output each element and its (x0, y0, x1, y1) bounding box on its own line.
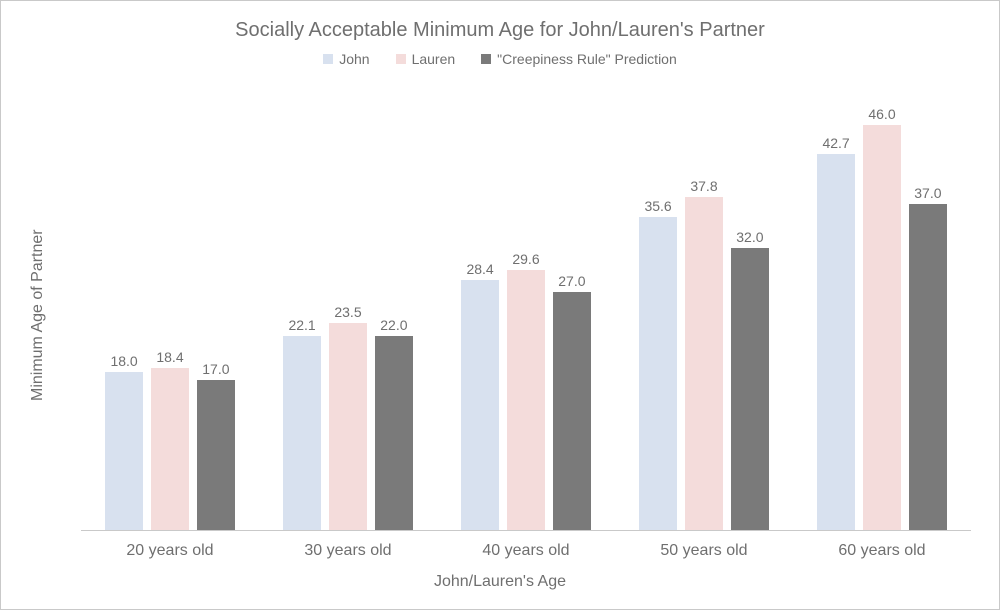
bar-value-label: 29.6 (507, 251, 545, 270)
bar: 22.0 (375, 336, 413, 530)
legend-label: "Creepiness Rule" Prediction (497, 51, 677, 67)
bar: 46.0 (863, 125, 901, 530)
bar-value-label: 28.4 (461, 261, 499, 280)
bar-group: 28.429.627.040 years old (437, 91, 615, 530)
bar: 29.6 (507, 270, 545, 530)
bar: 18.0 (105, 372, 143, 530)
bar: 22.1 (283, 336, 321, 530)
chart-container: Socially Acceptable Minimum Age for John… (0, 0, 1000, 610)
bar-value-label: 17.0 (197, 361, 235, 380)
category-label: 40 years old (437, 530, 615, 560)
bar-group: 35.637.832.050 years old (615, 91, 793, 530)
bar: 37.8 (685, 197, 723, 530)
category-label: 20 years old (81, 530, 259, 560)
legend-label: John (339, 51, 369, 67)
bar: 35.6 (639, 217, 677, 530)
bar: 18.4 (151, 368, 189, 530)
legend-item: Lauren (396, 51, 456, 67)
bar-value-label: 32.0 (731, 229, 769, 248)
bar: 23.5 (329, 323, 367, 530)
bar-value-label: 18.0 (105, 353, 143, 372)
bar: 17.0 (197, 380, 235, 530)
category-label: 50 years old (615, 530, 793, 560)
bar-value-label: 23.5 (329, 304, 367, 323)
legend-item: "Creepiness Rule" Prediction (481, 51, 677, 67)
bar-value-label: 37.8 (685, 178, 723, 197)
chart-title: Socially Acceptable Minimum Age for John… (1, 19, 999, 42)
bar-value-label: 35.6 (639, 198, 677, 217)
legend: John Lauren "Creepiness Rule" Prediction (1, 51, 999, 67)
legend-item: John (323, 51, 369, 67)
bar-group: 42.746.037.060 years old (793, 91, 971, 530)
bar-value-label: 27.0 (553, 273, 591, 292)
y-axis-label: Minimum Age of Partner (29, 229, 47, 401)
bar-value-label: 22.0 (375, 317, 413, 336)
legend-label: Lauren (412, 51, 456, 67)
bar: 28.4 (461, 280, 499, 530)
category-label: 30 years old (259, 530, 437, 560)
legend-swatch (481, 54, 491, 64)
bar-group: 22.123.522.030 years old (259, 91, 437, 530)
bar-value-label: 22.1 (283, 317, 321, 336)
bar: 42.7 (817, 154, 855, 530)
bar-value-label: 42.7 (817, 135, 855, 154)
legend-swatch (323, 54, 333, 64)
bar-group: 18.018.417.020 years old (81, 91, 259, 530)
x-axis-label: John/Lauren's Age (1, 573, 999, 591)
bar: 32.0 (731, 248, 769, 530)
bar-value-label: 46.0 (863, 106, 901, 125)
bar: 27.0 (553, 292, 591, 530)
bar-value-label: 18.4 (151, 349, 189, 368)
plot-area: 18.018.417.020 years old22.123.522.030 y… (81, 91, 971, 531)
legend-swatch (396, 54, 406, 64)
category-label: 60 years old (793, 530, 971, 560)
bar: 37.0 (909, 204, 947, 530)
bar-value-label: 37.0 (909, 185, 947, 204)
